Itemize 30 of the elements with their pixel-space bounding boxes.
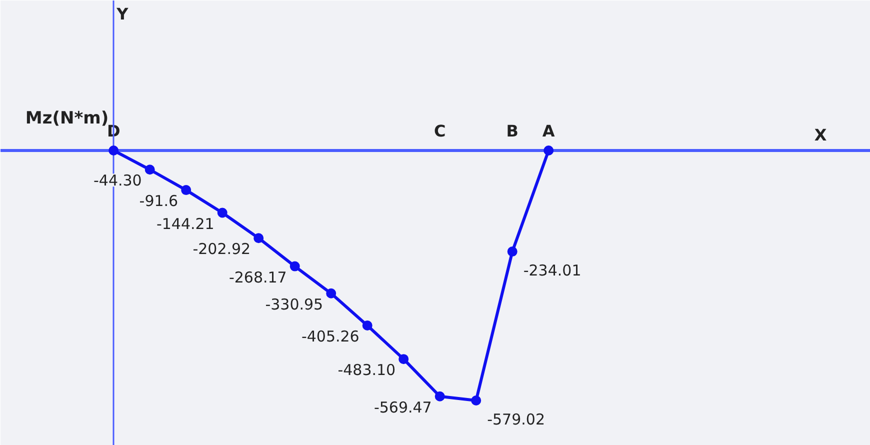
point bbox=[254, 233, 264, 244]
data-label: -579.02 bbox=[487, 410, 546, 428]
point bbox=[362, 320, 372, 330]
point bbox=[144, 164, 155, 175]
data-label: -330.95 bbox=[265, 295, 324, 314]
data-label: -44.30 bbox=[93, 172, 142, 190]
point bbox=[398, 354, 409, 364]
point bbox=[544, 146, 554, 156]
data-label: -202.92 bbox=[192, 240, 251, 258]
text: Y bbox=[116, 4, 129, 24]
point bbox=[434, 391, 445, 402]
data-label: -144.21 bbox=[156, 214, 214, 233]
data-label: -483.10 bbox=[338, 361, 396, 380]
point bbox=[290, 261, 300, 272]
point bbox=[108, 146, 119, 156]
data-label: -405.26 bbox=[301, 327, 360, 346]
point bbox=[326, 288, 336, 298]
data-label: -268.17 bbox=[228, 268, 287, 286]
x-tick-label: C bbox=[434, 122, 446, 140]
x-tick-label: B bbox=[506, 122, 518, 140]
chart-title: Mz(N*m) bbox=[25, 108, 109, 128]
point bbox=[217, 208, 228, 218]
point bbox=[181, 185, 192, 196]
point bbox=[507, 246, 518, 257]
x-tick-label: A bbox=[542, 122, 556, 140]
data-label: -569.47 bbox=[374, 398, 432, 416]
data-label: -91.6 bbox=[139, 192, 178, 210]
text: X bbox=[814, 126, 828, 144]
data-label: -234.01 bbox=[523, 262, 582, 280]
point bbox=[471, 396, 482, 406]
